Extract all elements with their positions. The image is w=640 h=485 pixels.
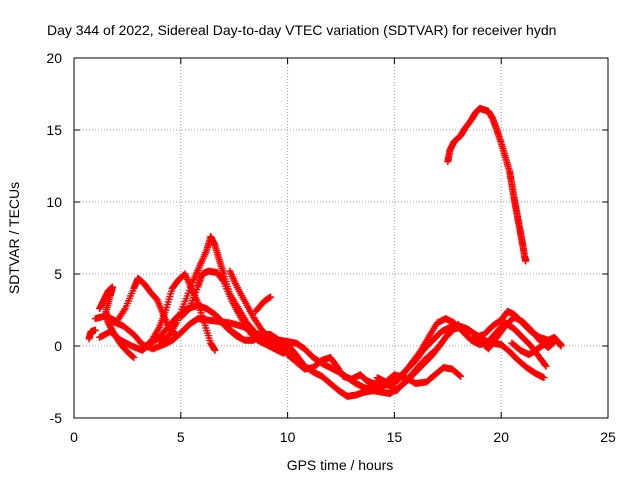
data-point xyxy=(91,326,99,334)
y-tick-labels: -5 0 5 10 15 20 xyxy=(46,50,62,426)
y-tick-label: 20 xyxy=(46,50,62,66)
x-tick-label: 15 xyxy=(387,429,403,445)
data-point xyxy=(267,293,275,301)
series-track-13 xyxy=(373,364,465,387)
data-point xyxy=(541,361,549,369)
series-track-17 xyxy=(444,104,530,265)
data-point xyxy=(130,354,138,362)
y-tick-label: -5 xyxy=(50,410,63,426)
data-point xyxy=(555,339,563,347)
grid-lines xyxy=(74,58,608,418)
data-point xyxy=(120,306,128,314)
y-tick-label: 5 xyxy=(54,266,62,282)
x-tick-labels: 0 5 10 15 20 25 xyxy=(70,429,616,445)
data-point xyxy=(556,340,564,348)
y-tick-label: 15 xyxy=(46,122,62,138)
data-point xyxy=(128,352,136,360)
y-tick-label: 0 xyxy=(54,338,62,354)
x-tick-label: 0 xyxy=(70,429,78,445)
x-axis-label: GPS time / hours xyxy=(287,457,394,473)
series-track-1 xyxy=(85,326,99,343)
y-axis-label: SDTVAR / TECUs xyxy=(6,182,22,294)
x-tick-label: 5 xyxy=(177,429,185,445)
data-point xyxy=(211,346,219,354)
data-point xyxy=(219,276,227,284)
plot-frame xyxy=(73,57,609,419)
y-tick-label: 10 xyxy=(46,194,62,210)
series-track-6 xyxy=(138,270,219,354)
x-tick-label: 20 xyxy=(493,429,509,445)
series-track-16 xyxy=(508,335,565,359)
data-point xyxy=(557,341,565,349)
data-point xyxy=(279,349,287,357)
chart-title: Day 344 of 2022, Sidereal Day-to-day VTE… xyxy=(47,22,556,38)
axis-ticks xyxy=(73,57,609,419)
data-point xyxy=(540,374,548,382)
data-points xyxy=(85,104,565,400)
series-track-11 xyxy=(252,293,275,315)
data-point xyxy=(129,353,137,361)
x-tick-label: 10 xyxy=(280,429,296,445)
x-tick-label: 25 xyxy=(600,429,616,445)
series-track-14 xyxy=(390,315,550,387)
data-point xyxy=(456,371,464,379)
data-point xyxy=(184,306,192,314)
data-point xyxy=(457,372,465,380)
data-point xyxy=(542,362,550,370)
data-point xyxy=(522,257,530,265)
